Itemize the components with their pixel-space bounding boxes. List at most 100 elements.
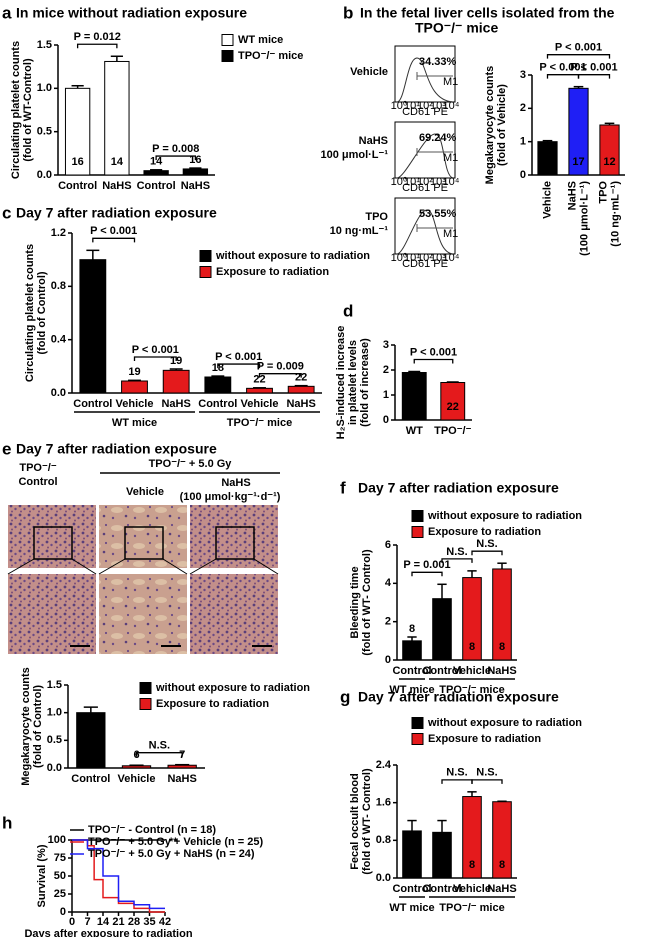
bar [402, 830, 422, 879]
zoom-line [162, 558, 188, 575]
axis-tick-label: 10⁰ [391, 176, 408, 188]
group-label: WT mice [389, 902, 434, 914]
y-tick-label: 0 [385, 654, 391, 666]
significance-bracket [155, 155, 197, 161]
sample-size: 17 [87, 374, 99, 386]
x-tick-label: Control [392, 665, 431, 677]
axis-tick-label: 10² [417, 100, 433, 112]
y-axis-label: (fold of Control) [32, 685, 44, 768]
zoom-line [98, 558, 126, 575]
y-tick-label: 6 [385, 539, 391, 551]
significance-bracket [413, 358, 454, 364]
sample-label: 10 ng·mL⁻¹ [330, 225, 389, 237]
y-tick-label: 1 [383, 389, 389, 401]
panel-letter: b [343, 3, 353, 22]
chart-title: In the fetal liver cells isolated from t… [360, 5, 615, 21]
significance-label: N.S. [149, 740, 170, 752]
significance-label: N.S. [476, 767, 497, 779]
gate-label: M1 [443, 76, 458, 88]
chart-title: Day 7 after radiation exposure [358, 689, 559, 705]
legend-label: without exposure to radiation [215, 250, 370, 262]
bar [402, 640, 422, 661]
significance-bracket [441, 558, 473, 563]
sample-label: Vehicle [350, 66, 388, 78]
x-tick-label: 14 [97, 916, 110, 928]
significance-bracket [76, 43, 118, 49]
significance-bracket [471, 779, 503, 784]
y-tick-label: 0 [520, 169, 526, 181]
legend-label: TPO⁻/⁻ mice [238, 50, 303, 62]
y-axis-label: (fold of WT- Control) [361, 768, 373, 875]
y-tick-label: 3 [383, 339, 389, 351]
bar [79, 259, 107, 394]
significance-label: P = 0.012 [74, 31, 121, 43]
significance-bracket [411, 571, 443, 577]
gate-label: M1 [443, 228, 458, 240]
bar [162, 369, 190, 394]
axis-tick-label: 10⁴ [443, 100, 460, 112]
legend-swatch [199, 266, 212, 278]
significance-bracket [441, 779, 473, 784]
x-axis-label: Days after exposure to radiation [24, 928, 192, 937]
significance-label: N.S. [446, 767, 467, 779]
sample-label: TPO [365, 211, 388, 223]
legend-label: without exposure to radiation [427, 717, 582, 729]
y-tick-label: 0 [383, 414, 389, 426]
significance-bracket [135, 752, 183, 757]
y-tick-label: 50 [54, 870, 66, 882]
x-tick-label: (100 μmol·L⁻¹) [578, 181, 590, 256]
significance-label: P < 0.001 [132, 344, 179, 356]
x-tick-label: NaHS [167, 773, 196, 785]
legend-label: TPO⁻/⁻ - Control (n = 18) [88, 824, 216, 836]
y-tick-label: 1.5 [37, 39, 52, 51]
x-tick-label: NaHS [286, 398, 315, 410]
bar [246, 387, 273, 394]
bar [204, 376, 232, 394]
significance-bracket [92, 237, 136, 243]
legend-label: TPO⁻/⁻ + 5.0 Gy + NaHS (n = 24) [88, 848, 255, 860]
sample-size: 8 [409, 623, 415, 635]
micrograph [8, 574, 96, 654]
bar [104, 60, 130, 176]
group-label: WT mice [389, 684, 434, 696]
zoom-box [215, 526, 255, 560]
axis-tick-label: 10⁴ [443, 252, 460, 264]
legend-label: Exposure to radiation [216, 266, 329, 278]
legend-label: without exposure to radiation [155, 682, 310, 694]
panel-letter: a [2, 3, 12, 22]
zoom-line [189, 558, 217, 575]
x-tick-label: NaHS [102, 180, 131, 192]
significance-label: P < 0.001 [555, 42, 602, 54]
legend-label: TPO⁻/⁻ + 5.0 Gy + Vehicle (n = 25) [88, 836, 263, 848]
axis-tick-label: 10¹ [404, 100, 420, 112]
gate-label: M1 [443, 152, 458, 164]
axis-tick-label: 10³ [430, 176, 446, 188]
sample-size: 8 [499, 859, 505, 871]
percent-label: 34.33% [419, 56, 457, 68]
sample-label: 100 μmol·L⁻¹ [320, 149, 388, 161]
y-axis-label: Fecal occult blood [349, 773, 361, 870]
x-tick-label: Vehicle [541, 181, 553, 219]
bar [121, 380, 148, 394]
group-label: TPO⁻/⁻ mice [439, 684, 504, 696]
percent-label: 53.55% [419, 208, 457, 220]
y-tick-label: 0.5 [37, 126, 52, 138]
axis-label: CD61 PE [402, 182, 448, 194]
axis-tick-label: 10¹ [404, 176, 420, 188]
legend-label: Exposure to radiation [428, 526, 541, 538]
y-tick-label: 1 [520, 136, 526, 148]
significance-label: P < 0.001 [215, 351, 262, 363]
y-tick-label: 2 [385, 616, 391, 628]
x-tick-label: Vehicle [116, 398, 154, 410]
x-tick-label: Vehicle [241, 398, 279, 410]
y-tick-label: 3 [520, 69, 526, 81]
x-tick-label: Vehicle [118, 773, 156, 785]
y-tick-label: 0.0 [51, 387, 66, 399]
significance-bracket [546, 54, 611, 59]
y-axis-label: Megakaryocyte counts [20, 667, 32, 786]
histology-header: (100 μmol·kg⁻¹·d⁻¹) [180, 491, 281, 503]
y-axis-label: (fold of WT-Control) [22, 58, 34, 162]
y-axis-label: in platelet levels [347, 340, 359, 425]
x-tick-label: 28 [128, 916, 140, 928]
